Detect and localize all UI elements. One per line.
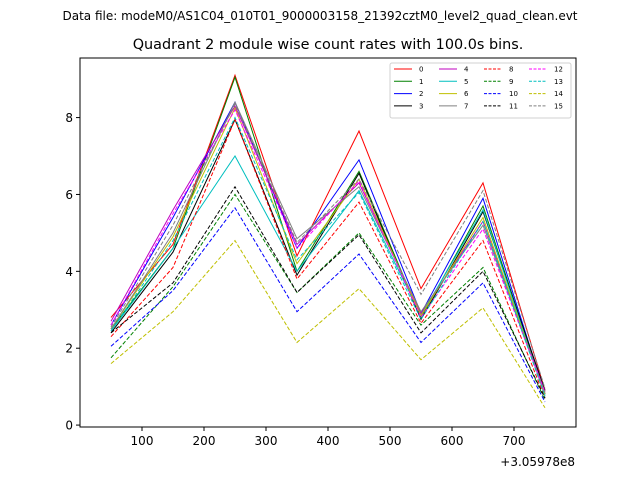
plot-area [110,73,546,409]
legend-label-8: 8 [509,66,513,74]
series-line-14 [110,239,546,409]
x-tick-label: 400 [317,434,340,448]
legend-label-15: 15 [554,102,563,110]
legend-label-4: 4 [464,66,469,74]
legend-label-0: 0 [419,66,423,74]
series-line-5 [110,155,546,397]
x-tick-label: 700 [503,434,526,448]
series-line-2 [110,101,546,395]
legend-box [389,62,572,119]
x-tick-label: 100 [131,434,154,448]
legend-label-9: 9 [509,78,513,86]
legend-label-10: 10 [509,90,518,98]
x-tick-label: 600 [441,434,464,448]
series-line-8 [110,118,546,399]
legend-label-11: 11 [509,102,518,110]
figure-suptitle: Data file: modeM0/AS1C04_010T01_90000031… [62,9,577,23]
series-line-15 [110,102,546,389]
axis-ticks: 100 200 300 400 500 600 700 0 2 4 6 8 [65,111,525,448]
series-line-7 [110,101,546,393]
legend-label-1: 1 [419,78,423,86]
x-tick-label: 300 [255,434,278,448]
y-tick-label: 0 [65,419,73,433]
x-tick-label: 200 [193,434,216,448]
x-tick-label: 500 [379,434,402,448]
series-line-4 [110,104,546,393]
legend-label-6: 6 [464,90,469,98]
chart-title: Quadrant 2 module wise count rates with … [133,37,524,53]
legend-label-3: 3 [419,102,423,110]
series-line-13 [110,116,546,397]
legend-label-13: 13 [554,78,563,86]
x-offset-label: +3.05978e8 [500,455,575,469]
series-line-10 [110,207,546,403]
y-tick-label: 4 [65,265,73,279]
series-line-11 [110,185,546,399]
y-tick-label: 2 [65,342,73,356]
series-line-12 [110,108,546,393]
series-line-9 [110,193,546,401]
legend-label-7: 7 [464,102,468,110]
legend-label-5: 5 [464,78,468,86]
series-line-3 [110,118,546,391]
legend-label-12: 12 [554,66,563,74]
legend-label-2: 2 [419,90,423,98]
y-tick-label: 8 [65,111,73,125]
legend-label-14: 14 [554,90,563,98]
y-tick-label: 6 [65,188,73,202]
series-line-6 [110,106,546,395]
